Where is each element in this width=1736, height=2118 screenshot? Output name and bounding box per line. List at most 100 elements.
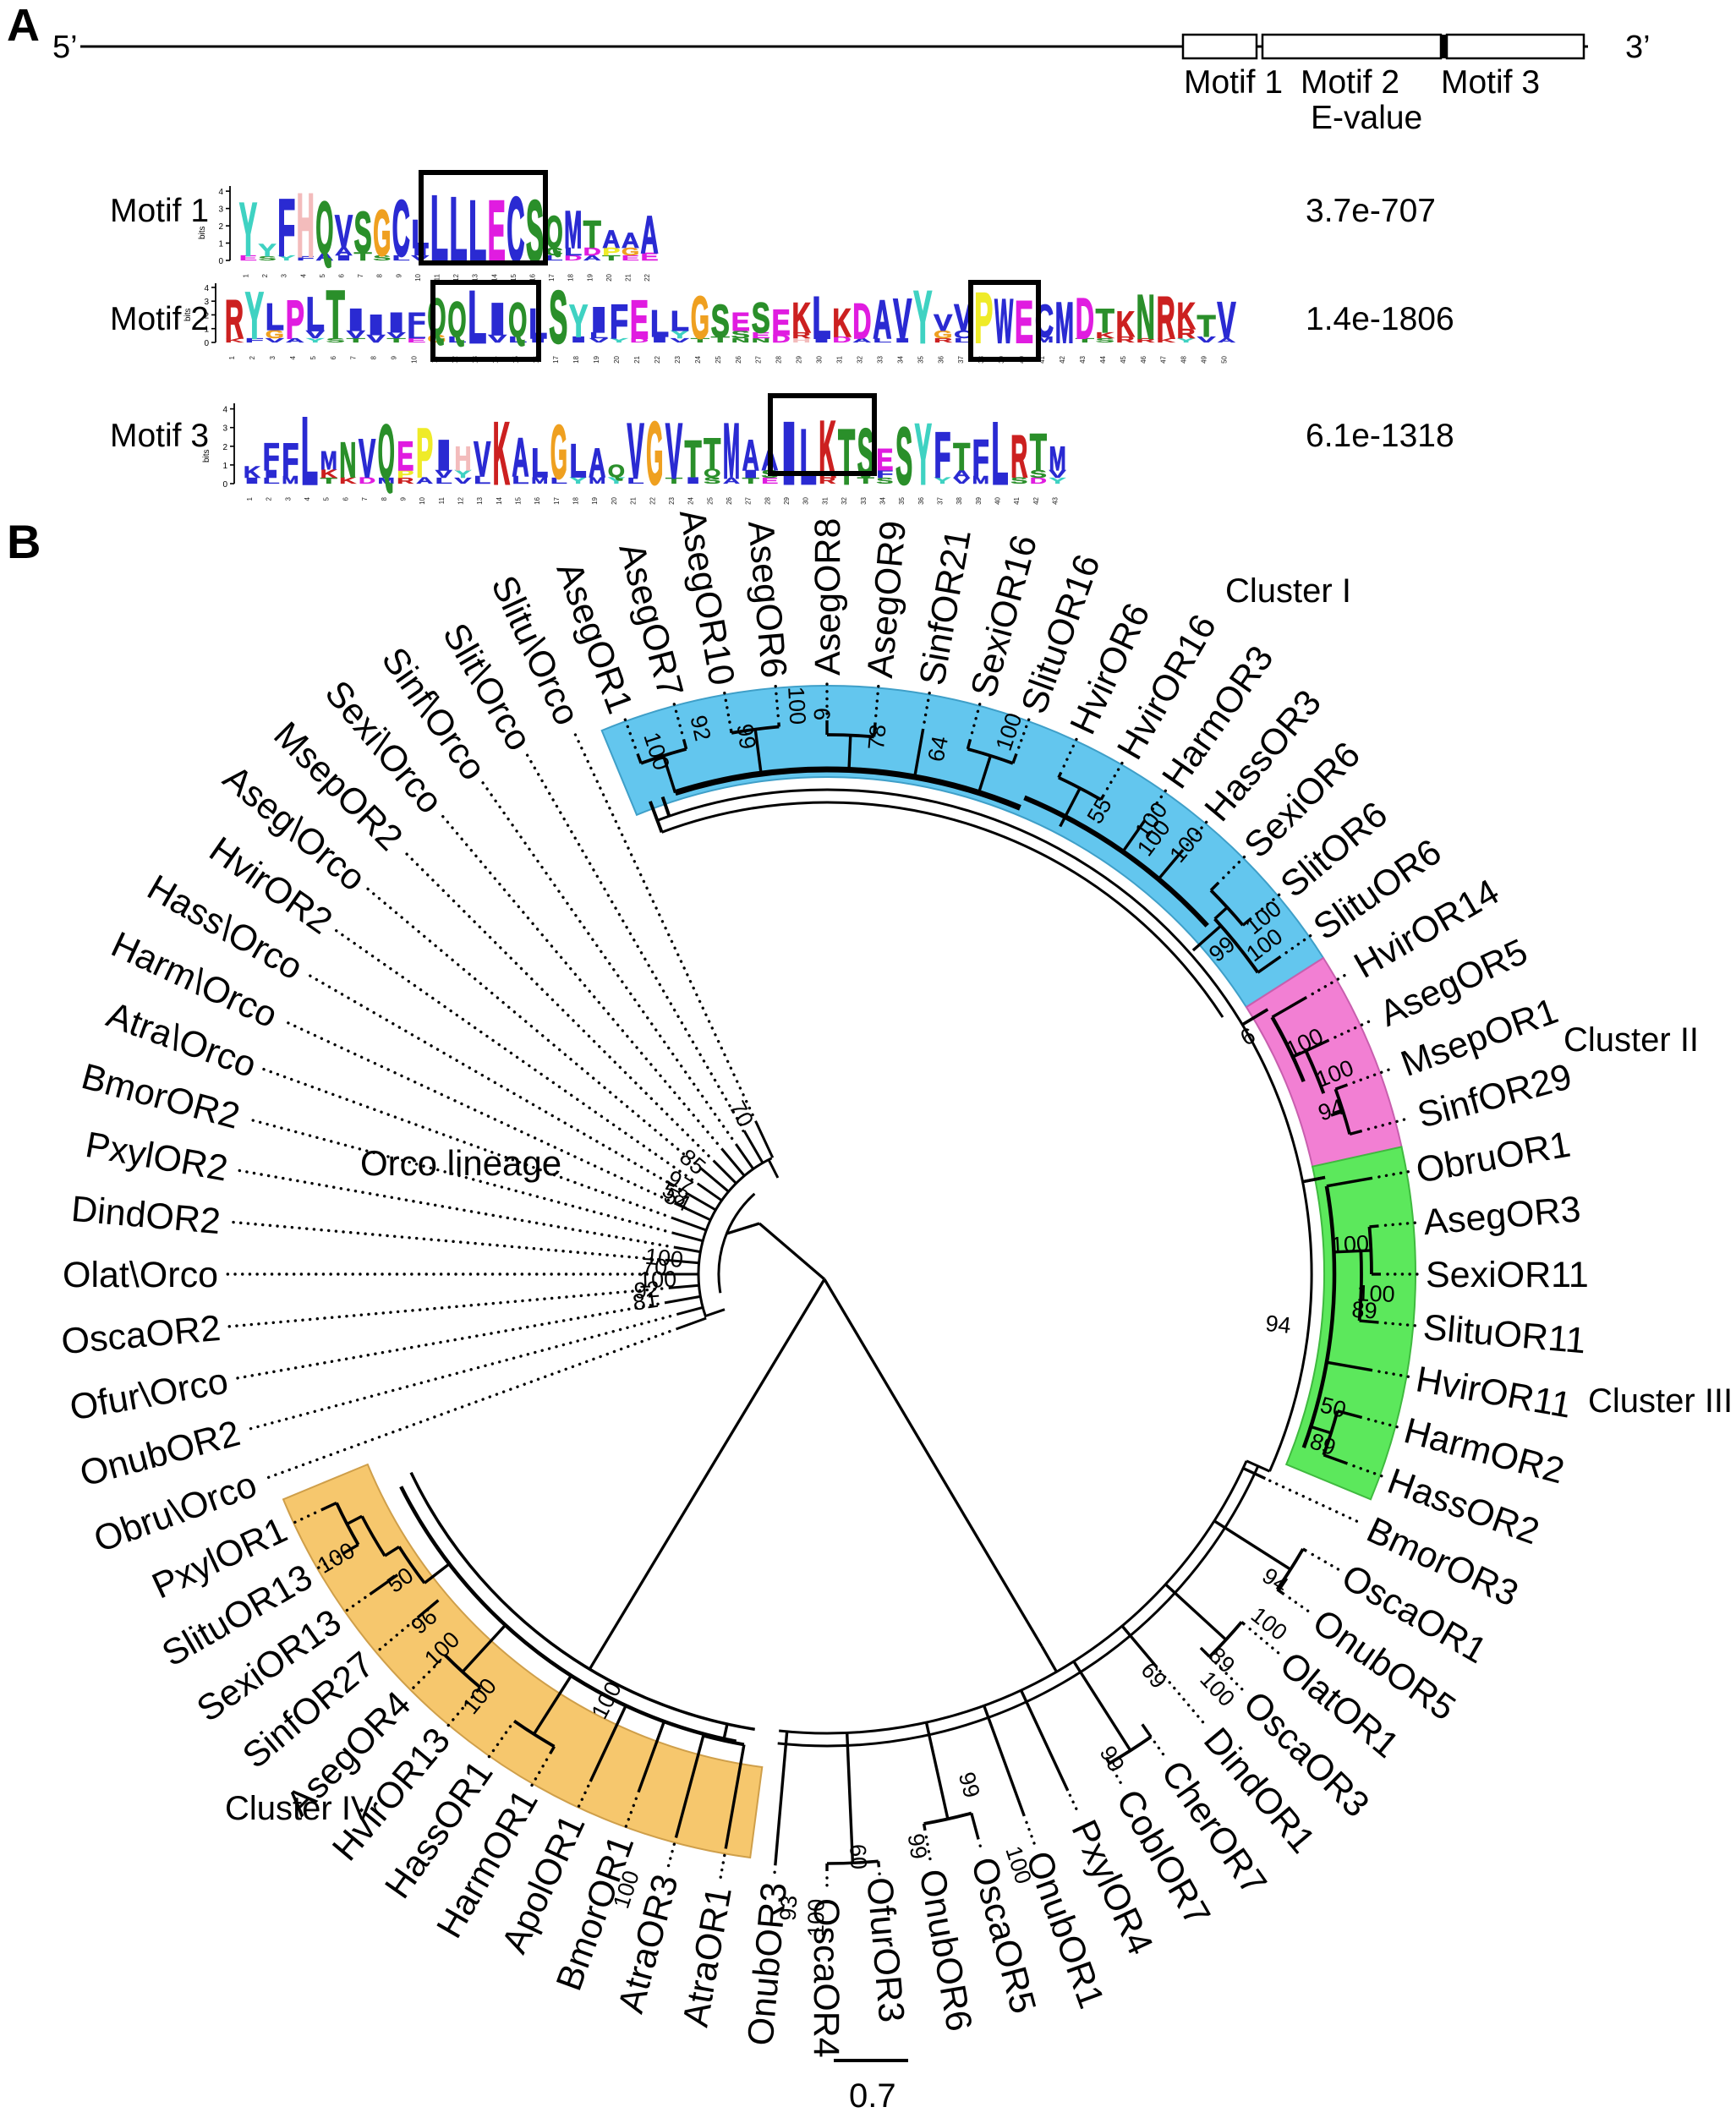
svg-text:Cluster II: Cluster II [1563,1021,1699,1059]
svg-text:P: P [416,415,433,493]
svg-text:1.4e-1806: 1.4e-1806 [1306,301,1454,337]
svg-text:2: 2 [218,222,223,232]
svg-text:19: 19 [591,496,599,504]
svg-text:E: E [397,432,413,479]
svg-text:K: K [792,294,811,342]
svg-text:1: 1 [218,240,223,249]
svg-text:1: 1 [204,326,209,335]
svg-text:18: 18 [567,273,575,281]
svg-text:Q: Q [448,292,467,347]
svg-text:L: L [671,305,689,337]
svg-text:AsegOR8: AsegOR8 [808,518,848,676]
svg-text:4: 4 [218,188,223,197]
svg-text:A: A [742,431,759,479]
svg-text:S: S [549,276,567,358]
svg-text:G: G [373,198,391,271]
svg-text:Q: Q [428,288,446,347]
svg-text:M: M [1049,440,1066,478]
svg-text:29: 29 [783,496,791,504]
svg-text:K: K [493,406,510,504]
svg-text:V: V [474,431,490,486]
svg-text:10: 10 [414,273,422,281]
svg-text:T: T [685,430,702,489]
svg-text:30: 30 [802,496,810,504]
svg-text:2: 2 [204,311,209,320]
svg-text:18: 18 [572,496,580,504]
svg-text:T: T [1030,424,1047,482]
svg-text:Y: Y [569,296,588,348]
svg-text:46: 46 [1140,355,1147,363]
svg-text:bits: bits [202,449,211,462]
svg-text:22: 22 [654,355,661,363]
svg-text:29: 29 [796,355,803,363]
svg-text:bits: bits [183,308,193,321]
svg-text:20: 20 [613,355,621,363]
svg-text:42: 42 [1032,496,1040,504]
svg-text:2: 2 [266,496,273,501]
svg-text:R: R [1010,423,1027,490]
svg-text:13: 13 [476,496,484,504]
svg-text:W: W [994,286,1013,356]
svg-text:21: 21 [625,273,633,281]
svg-text:M: M [1055,291,1074,355]
svg-text:78: 78 [863,723,891,751]
svg-text:50: 50 [1221,355,1229,363]
svg-text:24: 24 [694,355,702,363]
svg-text:15: 15 [515,496,523,504]
svg-text:94: 94 [1264,1311,1292,1338]
svg-text:37: 37 [936,496,944,504]
svg-text:37: 37 [957,355,965,363]
svg-text:35: 35 [898,496,906,504]
svg-text:32: 32 [841,496,848,504]
svg-text:1: 1 [228,355,236,359]
svg-text:36: 36 [937,355,945,363]
svg-text:0: 0 [204,339,209,348]
svg-text:Orco lineage: Orco lineage [360,1143,561,1183]
svg-text:F: F [972,430,989,488]
svg-text:P: P [974,279,993,358]
svg-text:7: 7 [357,273,364,277]
svg-text:K: K [819,405,835,494]
svg-text:E: E [1015,288,1033,355]
svg-text:32: 32 [856,355,863,363]
svg-text:V: V [627,408,644,495]
svg-text:5’: 5’ [52,30,78,65]
svg-text:V: V [934,310,953,337]
svg-text:A: A [873,289,891,350]
svg-text:I: I [435,431,452,479]
svg-text:G: G [691,284,709,351]
svg-text:45: 45 [1120,355,1127,363]
svg-text:K: K [1116,304,1135,345]
svg-text:0: 0 [218,257,223,266]
svg-text:17: 17 [552,355,560,363]
svg-text:L: L [813,284,831,351]
svg-text:L: L [570,435,587,487]
svg-text:44: 44 [1099,355,1107,363]
svg-text:G: G [550,411,567,495]
svg-text:1: 1 [222,462,227,471]
svg-text:12: 12 [457,496,464,504]
svg-text:47: 47 [1160,355,1168,363]
svg-text:30: 30 [816,355,824,363]
svg-text:3: 3 [218,205,223,215]
svg-text:38: 38 [956,496,963,504]
svg-text:E-value: E-value [1311,100,1422,136]
svg-text:E: E [630,289,649,350]
svg-text:2: 2 [261,273,269,277]
svg-text:T: T [953,436,970,479]
svg-text:G: G [646,406,663,504]
svg-text:Y: Y [915,406,932,502]
svg-text:K: K [244,463,261,482]
svg-text:I: I [387,307,406,339]
svg-text:A: A [589,439,605,485]
svg-text:26: 26 [735,355,742,363]
svg-text:3: 3 [204,298,209,307]
svg-text:S: S [711,296,730,348]
svg-text:6.1e-1318: 6.1e-1318 [1306,418,1454,454]
svg-text:5: 5 [309,355,317,359]
svg-text:V: V [1218,292,1236,350]
svg-text:0: 0 [222,480,227,490]
svg-text:Q: Q [608,462,625,481]
svg-text:8: 8 [370,355,378,359]
svg-text:B: B [7,515,41,568]
